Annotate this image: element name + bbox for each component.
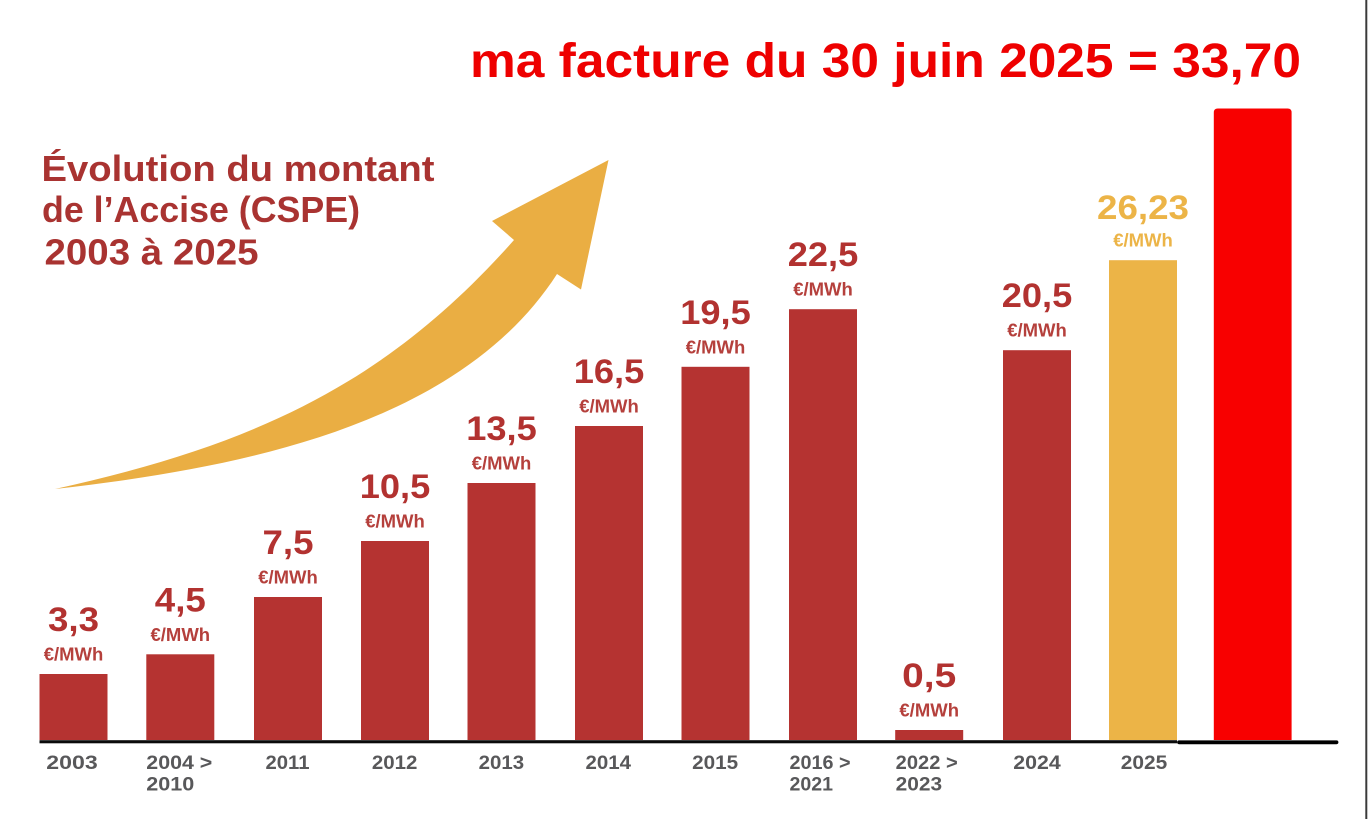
svg-text:2023: 2023 bbox=[896, 774, 943, 796]
svg-text:13,5: 13,5 bbox=[466, 410, 537, 448]
svg-text:2021: 2021 bbox=[790, 774, 834, 796]
svg-text:10,5: 10,5 bbox=[360, 468, 431, 506]
svg-text:€/MWh: €/MWh bbox=[472, 453, 532, 474]
svg-text:€/MWh: €/MWh bbox=[1113, 230, 1173, 251]
svg-text:de l’Accise (CSPE): de l’Accise (CSPE) bbox=[42, 189, 360, 230]
svg-text:4,5: 4,5 bbox=[155, 581, 206, 619]
svg-text:3,3: 3,3 bbox=[48, 601, 99, 639]
svg-text:2025: 2025 bbox=[1121, 752, 1168, 774]
svg-text:2003: 2003 bbox=[46, 752, 98, 774]
svg-text:16,5: 16,5 bbox=[574, 353, 645, 391]
svg-text:€/MWh: €/MWh bbox=[1007, 320, 1067, 341]
svg-text:2024: 2024 bbox=[1013, 752, 1061, 774]
svg-text:2016 >: 2016 > bbox=[790, 752, 851, 774]
svg-text:Évolution du montant: Évolution du montant bbox=[42, 148, 435, 189]
svg-text:2022 >: 2022 > bbox=[896, 752, 958, 774]
svg-text:€/MWh: €/MWh bbox=[258, 567, 318, 588]
svg-text:0,5: 0,5 bbox=[902, 657, 956, 695]
svg-text:€/MWh: €/MWh bbox=[899, 700, 959, 721]
svg-text:2015: 2015 bbox=[692, 752, 738, 774]
svg-text:2004 >: 2004 > bbox=[146, 752, 212, 774]
svg-text:€/MWh: €/MWh bbox=[579, 396, 639, 417]
svg-text:2012: 2012 bbox=[372, 752, 418, 774]
svg-text:2014: 2014 bbox=[586, 752, 632, 774]
svg-text:19,5: 19,5 bbox=[680, 294, 751, 332]
svg-text:26,23: 26,23 bbox=[1097, 189, 1189, 227]
svg-text:€/MWh: €/MWh bbox=[793, 279, 853, 300]
svg-text:ma facture du 30 juin 2025 = 3: ma facture du 30 juin 2025 = 33,70 bbox=[470, 35, 1301, 88]
svg-text:7,5: 7,5 bbox=[263, 524, 314, 562]
svg-text:2011: 2011 bbox=[266, 752, 310, 774]
svg-text:22,5: 22,5 bbox=[788, 236, 859, 274]
svg-text:€/MWh: €/MWh bbox=[686, 336, 746, 357]
svg-text:€/MWh: €/MWh bbox=[150, 624, 210, 645]
svg-text:2013: 2013 bbox=[479, 752, 525, 774]
svg-text:€/MWh: €/MWh bbox=[365, 511, 425, 532]
svg-text:2003 à 2025: 2003 à 2025 bbox=[45, 231, 259, 272]
svg-text:20,5: 20,5 bbox=[1002, 277, 1073, 315]
svg-text:€/MWh: €/MWh bbox=[44, 644, 104, 665]
svg-text:2010: 2010 bbox=[146, 774, 194, 796]
